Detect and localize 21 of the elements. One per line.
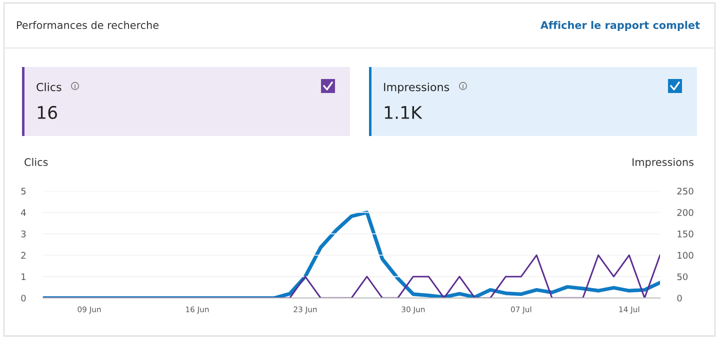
text: Impressions [384, 82, 450, 94]
y-tick-label: 0 [21, 294, 26, 302]
text: Afficher le rapport complet [540, 20, 700, 32]
y2-tick-label: 200 [677, 209, 694, 216]
text: 1.1K [384, 106, 422, 119]
text: Performances de recherche [17, 20, 158, 30]
line-series [43, 210, 660, 298]
text: Clics [36, 82, 62, 92]
y-tick-label: 3 [21, 230, 26, 238]
y2-tick-label: 150 [678, 230, 694, 238]
y2-axis-title: Impressions [632, 158, 694, 168]
y2-tick-label: 0 [677, 294, 682, 302]
y2-tick-label: 250 [677, 188, 694, 195]
y2-tick-label: 100 [678, 252, 694, 259]
y-tick-label: 2 [21, 252, 26, 259]
y-tick-label: 5 [21, 188, 26, 195]
y-axis-title: Clics [24, 158, 48, 166]
y2-tick-label: 50 [677, 273, 688, 280]
y-tick-label: 1 [22, 273, 26, 280]
text: 16 [38, 106, 57, 120]
y-tick-label: 4 [21, 209, 26, 216]
